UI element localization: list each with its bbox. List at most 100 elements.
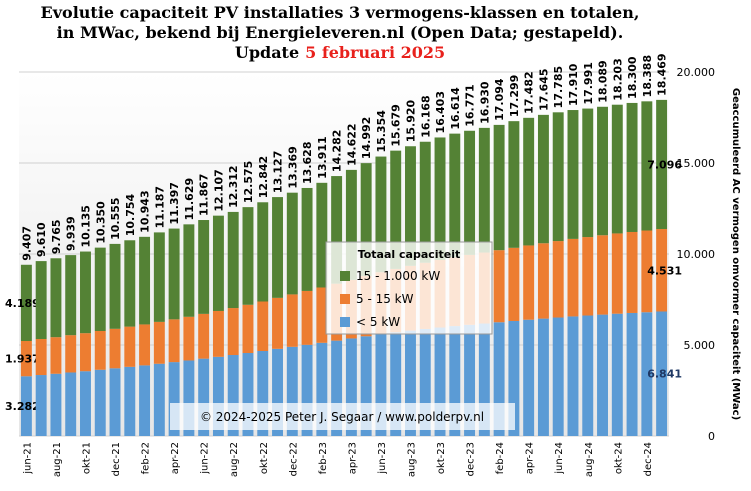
y-tick-label: 10.000 — [677, 248, 716, 261]
bar-segment — [139, 324, 151, 366]
bar-segment — [641, 312, 653, 436]
y-tick-label: 5.000 — [684, 339, 716, 352]
bar-segment — [611, 104, 623, 234]
total-label: 13.628 — [301, 142, 314, 184]
total-label: 11.187 — [153, 186, 166, 228]
x-tick-label: okt-23 — [436, 442, 447, 474]
bar-segment — [65, 255, 77, 336]
total-label: 16.168 — [419, 95, 432, 137]
bar-segment — [537, 243, 549, 319]
bar-segment — [656, 311, 668, 436]
total-label: 17.645 — [537, 68, 550, 110]
segment-label: 1.937 — [5, 353, 40, 366]
bar-segment — [360, 336, 372, 436]
bar-segment — [626, 231, 638, 313]
bar-segment — [537, 318, 549, 436]
update-date: 5 februari 2025 — [305, 43, 445, 62]
total-label: 11.867 — [198, 174, 211, 216]
bar-segment — [301, 290, 313, 345]
bar-segment — [301, 187, 313, 291]
total-label: 9.407 — [20, 226, 33, 261]
bar-segment — [20, 341, 32, 377]
bar-segment — [242, 353, 254, 436]
bar-segment — [65, 372, 77, 436]
x-tick-label: okt-22 — [259, 442, 270, 474]
total-label: 18.388 — [641, 55, 654, 97]
bar-segment — [316, 182, 328, 288]
total-label: 12.575 — [242, 161, 255, 203]
x-tick-label: aug-21 — [52, 442, 63, 477]
total-label: 9.610 — [35, 222, 48, 257]
bar-segment — [80, 371, 91, 436]
bar-segment — [434, 137, 446, 261]
bar-segment — [360, 163, 372, 277]
bar-segment — [597, 106, 608, 236]
bar-segment — [50, 373, 62, 436]
bar-segment — [493, 250, 505, 323]
total-label: 18.300 — [626, 56, 639, 99]
total-label: 12.107 — [212, 169, 225, 211]
data-layer: 0 5.000 10.000 15.000 20.000 3.282 1.937 4.189 9… — [5, 53, 715, 477]
bar-segment — [257, 202, 269, 302]
bar-segment — [493, 322, 505, 436]
bar-segment — [242, 207, 254, 305]
bar-segment — [626, 102, 638, 232]
bar-segment — [405, 146, 416, 266]
update-line: Update 5 februari 2025 — [235, 43, 445, 62]
bar-segment — [139, 236, 151, 325]
bar-segment — [168, 228, 180, 320]
x-tick-label: dec-22 — [288, 442, 299, 476]
bar-segment — [331, 340, 343, 436]
bar-segment — [656, 99, 668, 230]
total-label: 18.203 — [611, 58, 624, 100]
y-tick-label: 15.000 — [677, 157, 716, 170]
bar-segment — [168, 362, 180, 436]
total-label: 14.282 — [331, 130, 344, 172]
bar-segment — [168, 319, 180, 363]
bar-segment — [552, 317, 564, 436]
bar-segment — [257, 351, 269, 436]
bar-segment — [419, 328, 431, 436]
y-tick-label: 20.000 — [677, 66, 716, 79]
bar-segment — [94, 247, 106, 331]
bar-segment — [139, 365, 151, 436]
bar-segment — [449, 133, 461, 258]
bar-segment — [80, 251, 91, 334]
copyright-box — [170, 403, 515, 430]
bar-segment — [493, 124, 505, 251]
bar-segment — [582, 315, 594, 436]
bar-segment — [375, 156, 387, 273]
bar-segment — [183, 316, 195, 361]
bar-segment — [641, 230, 653, 313]
segment-label: 4.531 — [647, 264, 682, 277]
bar-segment — [552, 112, 564, 242]
bar-segment — [227, 211, 239, 309]
bar-segment — [227, 355, 239, 436]
total-label: 17.910 — [567, 63, 580, 106]
bar-segment — [345, 169, 357, 280]
bar-segment — [242, 304, 254, 354]
total-label: 10.135 — [79, 205, 92, 247]
total-label: 15.920 — [404, 99, 417, 142]
bar-segment — [212, 310, 224, 357]
total-label: 10.350 — [94, 201, 107, 244]
bar-segment — [345, 338, 357, 436]
bar-segment — [611, 233, 623, 314]
total-label: 11.397 — [168, 182, 181, 224]
bar-segment — [567, 238, 579, 317]
bar-segment — [124, 326, 136, 367]
update-label: Update — [235, 43, 299, 62]
total-label: 9.939 — [65, 216, 78, 251]
bar-segment — [183, 224, 195, 317]
total-label: 16.403 — [434, 91, 447, 133]
x-tick-label: dec-23 — [466, 442, 477, 476]
y-axis-label: Geaccumuleerd AC vermogen omvormer capac… — [730, 88, 741, 420]
bar-segment — [35, 261, 47, 339]
bar-segment — [286, 294, 298, 347]
chart-title: in MWac, bekend bij Energieleveren.nl (O… — [57, 23, 624, 42]
total-label: 11.629 — [183, 178, 196, 220]
bar-segment — [183, 360, 195, 436]
bar-segment — [109, 243, 121, 329]
total-label: 15.679 — [390, 104, 403, 146]
bar-segment — [523, 319, 535, 436]
